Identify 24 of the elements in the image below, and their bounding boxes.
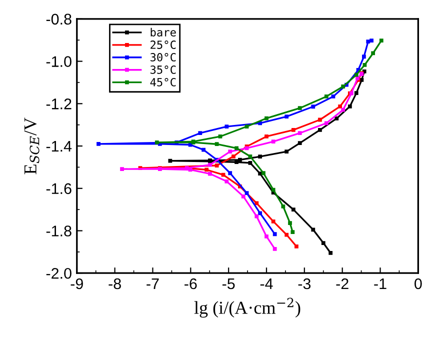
x-tick-label: -8: [108, 278, 121, 290]
y-tick-label: -0.8: [46, 14, 72, 25]
x-tick-label: -6: [184, 278, 197, 290]
legend-label: 25°C: [150, 40, 176, 49]
y-tick-label: -1.6: [46, 183, 72, 194]
x-tick-label: -3: [298, 278, 311, 290]
y-tick-label: -1.2: [46, 98, 72, 110]
y-tick-label: -2.0: [46, 268, 72, 279]
y-tick-label: -1.8: [46, 226, 72, 236]
x-tick-label: 0: [414, 278, 422, 290]
x-tick-label: -2: [336, 278, 348, 290]
x-axis-title: lg (i/(A·cm$^{−2}$): [194, 298, 300, 318]
legend-label: 45°C: [150, 78, 176, 86]
legend-label: 35°C: [150, 66, 176, 74]
x-tick-label: -1: [374, 278, 386, 290]
legend-label: bare: [150, 28, 176, 36]
y-tick-label: -1.0: [46, 56, 72, 67]
x-tick-label: -4: [260, 278, 273, 290]
x-tick-label: -9: [70, 278, 83, 290]
y-axis-title: E$_{SCE}$/V: [24, 118, 40, 174]
x-tick-label: -7: [146, 278, 159, 290]
y-tick-label: -1.4: [46, 141, 72, 152]
x-tick-label: -5: [222, 278, 235, 290]
legend-label: 30°C: [150, 53, 176, 62]
